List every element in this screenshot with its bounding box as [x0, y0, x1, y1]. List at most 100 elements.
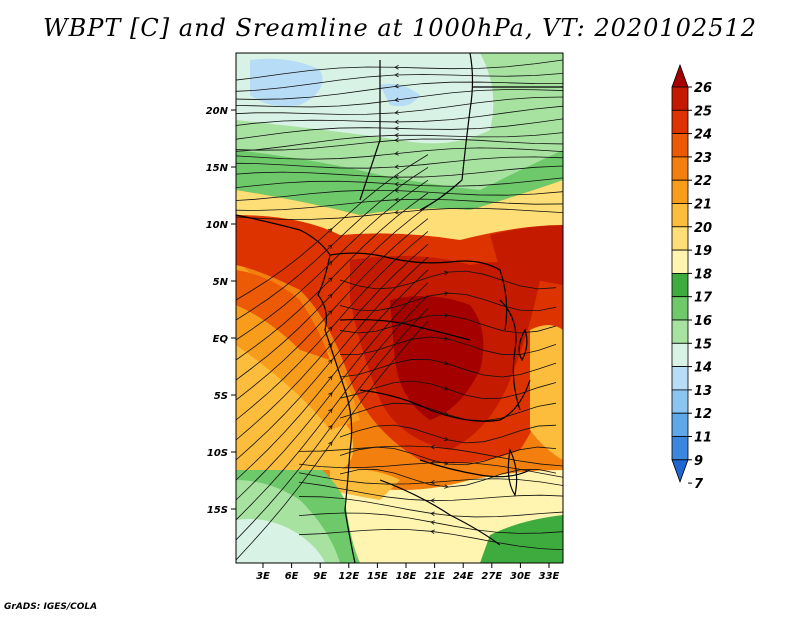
- streamline-arrow: [394, 151, 399, 156]
- colorbar-top-triangle: [671, 63, 689, 88]
- streamline-arrow: [430, 529, 435, 535]
- streamline-arrow: [394, 119, 399, 125]
- streamline-arrow: [394, 97, 399, 103]
- streamline-arrow: [443, 436, 449, 442]
- colorbar-segment: [671, 319, 689, 344]
- field-central-darkest: [390, 296, 484, 420]
- streamline-arrow: [430, 444, 435, 450]
- streamline-arrow: [328, 408, 333, 414]
- colorbar-segment: [671, 249, 689, 274]
- chart-title: WBPT [C] and Sreamline at 1000hPa, VT: 2…: [42, 14, 758, 42]
- colorbar-segment: [671, 156, 689, 181]
- colorbar-label: 17: [694, 291, 713, 306]
- wbpt-field: [236, 53, 563, 563]
- lon-tick-label: 15E: [367, 571, 388, 582]
- footer-credit: GrADS: IGES/COLA: [4, 602, 98, 612]
- streamline-arrow: [394, 72, 399, 78]
- colorbar-label: 16: [694, 314, 712, 329]
- colorbar-segment: [671, 203, 689, 228]
- colorbar-label: 9: [694, 454, 703, 469]
- colorbar-label: 22: [694, 174, 712, 189]
- streamline-arrow: [430, 498, 435, 503]
- colorbar-segment: [671, 86, 689, 111]
- streamline-arrow: [394, 133, 399, 138]
- streamline-arrow: [394, 110, 399, 115]
- streamline-arrow: [430, 520, 435, 525]
- colorbar: 26 25 24 23 22 21 20 19 18 17 16 15 14 13 12 11 9 7: [671, 63, 713, 492]
- streamline-arrow: [328, 244, 333, 250]
- streamline-arrow: [430, 479, 435, 485]
- border-line: [359, 379, 531, 422]
- streamline-arrow: [430, 511, 435, 516]
- streamline-arrow: [444, 360, 449, 366]
- lon-tick-label: 24E: [453, 571, 474, 582]
- streamline-arrow: [328, 260, 333, 266]
- colorbar-segment: [671, 366, 689, 391]
- streamline-arrow: [443, 386, 449, 391]
- field-west-orange: [236, 340, 354, 470]
- colorbar-segment: [671, 272, 689, 298]
- streamline-arrow: [328, 310, 333, 315]
- map-frame: [235, 52, 564, 564]
- border-line: [329, 252, 508, 331]
- colorbar-label: 20: [694, 221, 712, 236]
- streamline-arrow: [328, 359, 333, 364]
- streamline-arrow: [444, 313, 449, 318]
- colorbar-segment: [671, 109, 689, 135]
- lat-tick-label: 10N: [206, 220, 229, 231]
- streamline-arrow: [444, 336, 449, 341]
- colorbar-segment: [671, 436, 689, 461]
- colorbar-label: 26: [694, 81, 712, 96]
- colorbar-segment: [671, 296, 689, 321]
- colorbar-label: 14: [694, 361, 712, 376]
- lat-tick-label: 15N: [206, 163, 229, 174]
- streamline-arrow: [328, 228, 333, 233]
- colorbar-segment: [671, 179, 689, 204]
- field-north-yellow: [236, 180, 563, 240]
- streamline-arrow: [328, 293, 333, 299]
- lake-outline: [507, 448, 518, 497]
- lon-tick-label: 27E: [481, 571, 502, 582]
- streamline-arrow: [328, 375, 333, 381]
- lat-tick-label: 15S: [207, 505, 228, 516]
- coastline: [236, 214, 356, 563]
- colorbar-label: 19: [694, 244, 712, 259]
- streamline-arrow: [394, 210, 399, 215]
- streamline-arrow: [394, 164, 399, 170]
- streamline-arrow: [394, 126, 399, 131]
- lon-tick-label: 3E: [256, 571, 270, 582]
- colorbar-segment: [671, 226, 689, 251]
- latitude-axis: 20N 15N 10N 5N EQ 5S 10S 15S: [206, 106, 236, 516]
- streamline-arrow: [394, 65, 399, 70]
- streamline-arrow: [328, 392, 333, 397]
- streamline-arrow: [444, 270, 449, 276]
- border-line: [359, 60, 381, 201]
- lake-outline: [518, 328, 528, 362]
- lat-tick-label: 5S: [214, 391, 228, 402]
- lat-tick-label: EQ: [213, 334, 229, 345]
- colorbar-segment: [671, 389, 689, 414]
- lat-tick-label: 5N: [213, 277, 229, 288]
- streamline-arrow: [394, 137, 399, 143]
- colorbar-bottom-triangle: [671, 459, 689, 483]
- colorbar-label: 11: [694, 431, 712, 446]
- lon-tick-label: 33E: [539, 571, 560, 582]
- border-line: [499, 299, 521, 411]
- lon-tick-label: 6E: [285, 571, 299, 582]
- lon-tick-label: 9E: [313, 571, 327, 582]
- lon-tick-label: 18E: [396, 571, 417, 582]
- border-line: [379, 479, 501, 546]
- field-north-lightblue: [250, 58, 323, 107]
- colorbar-label: 18: [694, 267, 712, 282]
- lon-tick-label: 12E: [338, 571, 359, 582]
- streamlines: [236, 59, 563, 561]
- colorbar-label: 23: [694, 151, 712, 166]
- colorbar-label: 7: [694, 477, 704, 492]
- lon-tick-label: 21E: [424, 571, 445, 582]
- streamline-arrow: [394, 181, 399, 187]
- colorbar-segment: [671, 133, 689, 158]
- lat-tick-label: 10S: [207, 448, 228, 459]
- streamline-arrow: [394, 174, 399, 180]
- lon-tick-label: 30E: [510, 571, 531, 582]
